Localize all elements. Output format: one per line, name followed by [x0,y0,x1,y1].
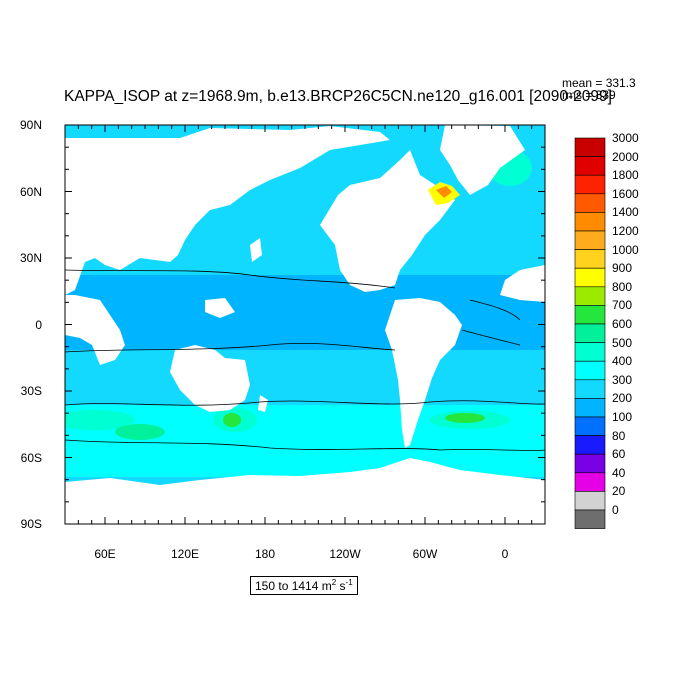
land-new-zealand [258,395,268,412]
lat-label: 60S [20,450,42,465]
land-eurasia [65,126,390,295]
colorbar-label: 1600 [612,186,639,201]
colorbar-swatch [574,249,606,269]
colorbar-label: 800 [612,279,633,294]
colorbar-swatch [574,453,606,474]
lat-label: 60N [19,184,42,199]
colorbar-swatch [574,174,606,195]
colorbar-label: 1800 [612,168,639,183]
lat-label: 30N [19,251,42,265]
colorbar-swatch [574,230,606,250]
colorbar-label: 1400 [612,205,639,220]
colorbar-label: 20 [612,484,626,499]
colorbar-label: 40 [612,465,626,480]
axis-ticks [64,124,546,525]
contour-acc-south [65,439,545,451]
lon-label: 180 [254,547,276,561]
colorbar-swatch [574,491,606,511]
contour-tropical-north [65,269,396,289]
colorbar-swatch [574,379,606,399]
contour-atlantic-2 [469,299,521,321]
lat-label: 90S [20,517,42,531]
colorbar-label: 0 [612,503,619,517]
colorbar-label: 60 [612,447,626,462]
colorbar-swatch [574,323,606,343]
colorbar-label: 400 [612,354,633,369]
colorbar-label: 600 [612,317,633,331]
land-australia [170,345,250,412]
colorbar-label: 900 [612,261,633,276]
colorbar-label: 700 [612,298,633,313]
colorbar-swatch [574,472,606,492]
acc-patch-6 [445,413,485,423]
contour-lines [65,269,545,451]
land-africa [65,295,125,365]
colorbar-swatch [574,435,606,455]
range-unit-exp2: -1 [345,578,353,587]
colorbar-swatch [574,342,606,362]
tropical-band [65,275,545,350]
land-greenland [440,125,525,195]
contour-tropical-south [65,342,396,353]
lon-label: 60W [412,547,438,561]
range-unit-mid: s [336,579,346,593]
acc-patch-2 [115,424,165,440]
labrador-sea-peak [436,186,452,198]
lon-label: 120E [170,547,200,561]
colorbar-swatch [574,156,606,176]
colorbar-swatch [574,286,606,306]
acc-patch-1 [65,410,135,430]
land-antarctica [65,458,545,524]
data-range-box: 150 to 1414 m2 s-1 [250,576,358,595]
lat-label: 30S [20,384,42,398]
colorbar-label: 100 [612,410,633,424]
colorbar-swatch [574,360,606,381]
lon-label: 120W [329,547,361,561]
colorbar-swatch [574,305,606,325]
mean-label: mean = 331.3 [562,76,636,90]
colorbar-swatch [574,267,606,288]
lat-label: 0 [35,317,42,332]
land-south-america [385,298,462,448]
lon-label: 60E [94,547,116,561]
colorbar-label: 1000 [612,242,639,257]
land-masses [65,125,545,524]
colorbar-swatch [574,398,606,418]
lon-label: 0 [501,547,509,561]
contour-atlantic-1 [461,329,521,346]
colorbar-label: 500 [612,335,633,350]
colorbar-swatch [574,212,606,232]
colorbar-swatch [574,137,606,157]
colorbar-swatch [574,509,606,529]
rms-label: rms = 339 [562,88,616,102]
map-field [65,125,545,524]
colorbar-label: 80 [612,428,626,443]
land-indonesia [205,298,235,318]
plot-title: KAPPA_ISOP at z=1968.9m, b.e13.BRCP26C5C… [64,88,612,105]
colorbar-label: 3000 [612,131,639,145]
land-north-america [320,150,455,292]
land-japan [250,238,262,262]
colorbar-label: 1200 [612,224,639,238]
colorbar-swatch [574,416,606,436]
colorbar [574,137,606,529]
range-unit-exp1: 2 [331,578,337,587]
colorbar-label: 300 [612,372,633,387]
range-text: 150 to 1414 m [255,579,332,593]
colorbar-label: 2000 [612,149,639,164]
land-europe-west [500,265,545,302]
contour-acc-north [65,400,545,406]
colorbar-swatch [574,193,606,213]
lat-label: 90N [19,118,42,132]
acc-patch-4 [223,413,241,427]
colorbar-label: 200 [612,391,633,406]
